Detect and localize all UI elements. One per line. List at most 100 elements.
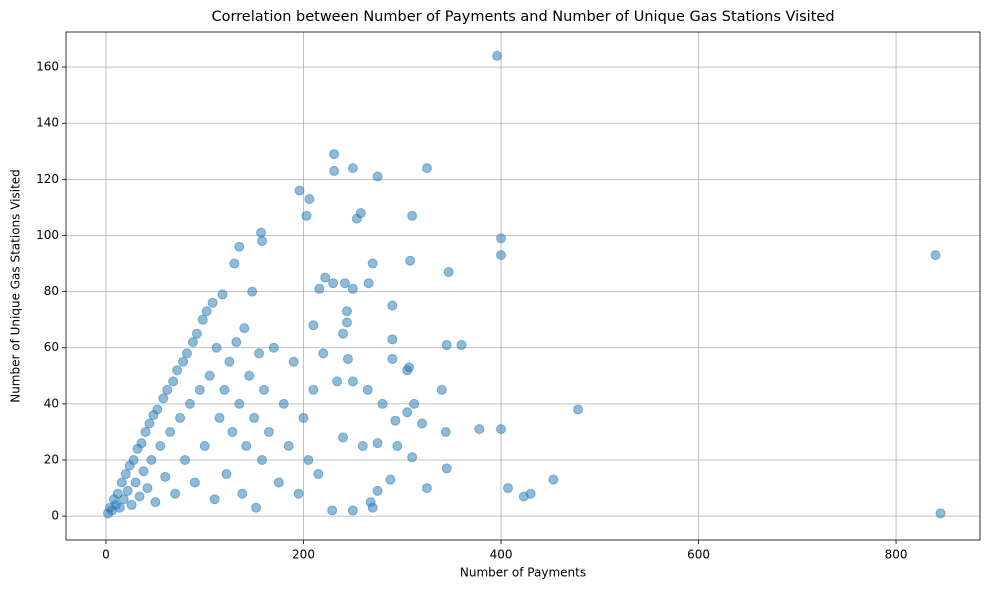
scatter-point — [120, 469, 131, 480]
scatter-point — [342, 353, 353, 364]
scatter-point — [387, 353, 398, 364]
scatter-point — [146, 455, 157, 466]
scatter-point — [355, 208, 366, 219]
x-tick-label: 600 — [687, 548, 710, 562]
scatter-point — [114, 502, 125, 513]
scatter-point — [293, 488, 304, 499]
scatter-point — [338, 328, 349, 339]
scatter-point — [387, 334, 398, 345]
y-tick-label: 40 — [44, 396, 59, 410]
scatter-point — [417, 418, 428, 429]
scatter-point — [421, 163, 432, 174]
y-tick-label: 20 — [44, 453, 59, 467]
scatter-point — [278, 398, 289, 409]
scatter-point — [249, 412, 260, 423]
scatter-point — [405, 255, 416, 266]
scatter-point — [407, 452, 418, 463]
scatter-point — [328, 278, 339, 289]
scatter-point — [254, 348, 265, 359]
scatter-point — [244, 370, 255, 381]
scatter-point — [122, 485, 133, 496]
scatter-point — [443, 266, 454, 277]
scatter-point — [409, 398, 420, 409]
scatter-point — [421, 483, 432, 494]
scatter-point — [436, 384, 447, 395]
scatter-point — [402, 407, 413, 418]
scatter-point — [573, 404, 584, 415]
scatter-point — [288, 356, 299, 367]
scatter-point — [341, 306, 352, 317]
scatter-point — [256, 227, 267, 238]
scatter-point — [347, 505, 358, 516]
scatter-point — [134, 491, 145, 502]
y-tick-label: 60 — [44, 340, 59, 354]
scatter-point — [935, 508, 946, 519]
scatter-point — [347, 283, 358, 294]
scatter-point — [257, 236, 268, 247]
scatter-point — [199, 440, 210, 451]
scatter-point — [298, 412, 309, 423]
scatter-point — [207, 297, 218, 308]
scatter-point — [197, 314, 208, 325]
scatter-point — [229, 258, 240, 269]
scatter-point — [320, 272, 331, 283]
scatter-point — [301, 210, 312, 221]
scatter-point — [184, 398, 195, 409]
scatter-point — [377, 398, 388, 409]
scatter-point — [180, 455, 191, 466]
scatter-point — [239, 323, 250, 334]
y-tick-label: 120 — [36, 172, 59, 186]
scatter-point — [241, 440, 252, 451]
scatter-point — [268, 342, 279, 353]
scatter-point — [162, 384, 173, 395]
scatter-point — [170, 488, 181, 499]
scatter-point — [304, 193, 315, 204]
y-tick-label: 80 — [44, 284, 59, 298]
scatter-point — [219, 384, 230, 395]
chart-title: Correlation between Number of Payments a… — [211, 9, 834, 25]
scatter-point — [251, 502, 262, 513]
scatter-point — [341, 317, 352, 328]
scatter-point — [313, 469, 324, 480]
scatter-point — [314, 283, 325, 294]
grid — [66, 32, 980, 540]
scatter-point — [390, 415, 401, 426]
scatter-point — [128, 455, 139, 466]
scatter-point — [201, 306, 212, 317]
scatter-point — [407, 210, 418, 221]
scatter-point — [294, 185, 305, 196]
scatter-point — [234, 241, 245, 252]
scatter-point — [116, 477, 127, 488]
scatter-point — [144, 418, 155, 429]
scatter-point — [308, 384, 319, 395]
scatter-point — [237, 488, 248, 499]
scatter-point — [329, 165, 340, 176]
scatter-point — [136, 438, 147, 449]
scatter-point — [347, 376, 358, 387]
scatter-point — [178, 356, 189, 367]
scatter-point — [172, 365, 183, 376]
scatter-point — [160, 471, 171, 482]
scatter-point — [372, 171, 383, 182]
scatter-point — [227, 426, 238, 437]
scatter-point — [214, 412, 225, 423]
scatter-point — [158, 393, 169, 404]
scatter-point — [204, 370, 215, 381]
scatter-point — [338, 432, 349, 443]
x-tick-label: 800 — [885, 548, 908, 562]
scatter-point — [181, 348, 192, 359]
y-tick-label: 0 — [51, 509, 59, 523]
scatter-point — [303, 455, 314, 466]
plot-frame — [65, 31, 981, 541]
scatter-point — [209, 494, 220, 505]
x-tick-label: 400 — [490, 548, 513, 562]
scatter-point — [308, 320, 319, 331]
scatter-point — [211, 342, 222, 353]
scatter-point — [273, 477, 284, 488]
y-tick-label: 100 — [36, 228, 59, 242]
scatter-point — [474, 424, 485, 435]
scatter-point — [283, 440, 294, 451]
scatter-point — [440, 426, 451, 437]
scatter-point — [365, 497, 376, 508]
scatter-point — [525, 488, 536, 499]
